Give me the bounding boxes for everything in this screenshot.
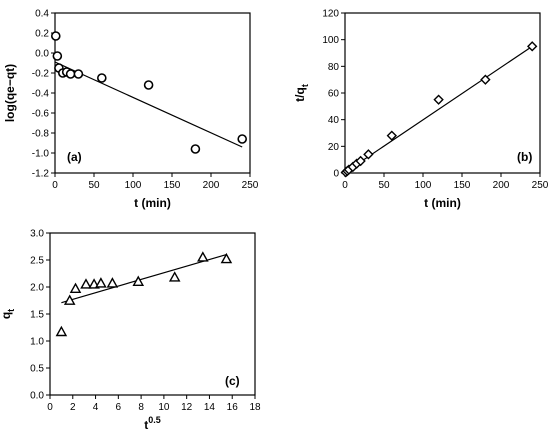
data-point <box>73 69 84 79</box>
y-tick-label: 0.4 <box>35 9 49 20</box>
data-point <box>433 94 444 105</box>
fit-line <box>61 254 227 304</box>
x-tick-label: 0 <box>342 180 348 191</box>
plot-frame <box>344 12 541 174</box>
y-tick-label: 1.5 <box>30 310 44 321</box>
x-tick-label: 10 <box>158 402 170 413</box>
fit-line <box>54 61 243 148</box>
fit-line <box>344 45 533 173</box>
x-tick-label: 12 <box>181 402 193 413</box>
x-axis-label: t (min) <box>134 196 171 210</box>
y-tick-label: 0.0 <box>30 391 44 402</box>
y-tick-label: 2.0 <box>30 283 44 294</box>
x-tick-label: 100 <box>415 180 432 191</box>
x-tick-label: 0 <box>52 180 58 191</box>
x-tick-label: 250 <box>532 180 549 191</box>
x-tick-label: 8 <box>138 402 144 413</box>
data-point <box>55 325 68 337</box>
x-tick-label: 2 <box>70 402 76 413</box>
data-point <box>237 134 247 144</box>
panel-label: (c) <box>225 374 240 388</box>
y-tick-label: 40 <box>328 115 340 126</box>
y-tick-label: -0.8 <box>32 129 50 140</box>
data-point <box>63 294 76 305</box>
x-tick-label: 50 <box>88 180 100 191</box>
panel-label: (b) <box>517 150 532 164</box>
plot-frame <box>54 12 251 174</box>
data-point <box>197 251 209 262</box>
data-point <box>363 149 374 160</box>
chart-panel-3: 0 2 4 6 8 10 12 14 16 18 0.0 0.5 1.0 1.5 2.0 2.5 3.0 (c) t… <box>0 229 261 433</box>
y-axis-label: qt <box>0 309 16 319</box>
x-tick-label: 150 <box>454 180 471 191</box>
y-axis-label-subscript: t <box>6 309 16 312</box>
y-axis-label: t/qt <box>293 84 310 102</box>
x-tick-label: 100 <box>125 180 142 191</box>
x-tick-label: 4 <box>93 402 99 413</box>
y-tick-label: 120 <box>322 9 339 20</box>
y-tick-label: -0.6 <box>32 109 50 120</box>
data-point <box>190 144 201 154</box>
data-point <box>386 130 397 141</box>
data-point <box>132 275 145 286</box>
data-point <box>220 252 233 264</box>
data-point <box>527 41 538 52</box>
data-point <box>355 155 366 167</box>
data-point <box>65 69 76 79</box>
y-tick-label: 0.0 <box>35 49 49 60</box>
data-point <box>106 277 119 288</box>
y-tick-label: -0.4 <box>32 89 50 100</box>
y-tick-label: -1.2 <box>32 169 50 180</box>
x-tick-label: 0 <box>47 402 53 413</box>
y-tick-label: 20 <box>328 142 340 153</box>
x-tick-label: 200 <box>493 180 510 191</box>
x-tick-label: 18 <box>249 402 261 413</box>
y-tick-label: 0 <box>333 169 339 180</box>
panel-label: (a) <box>67 150 82 164</box>
y-tick-label: 60 <box>328 89 340 100</box>
chart-panel-2: 0 50 100 150 200 250 0 20 40 60 80 100 120 (b) t (min)… <box>293 9 549 211</box>
y-tick-label: -0.2 <box>32 69 50 80</box>
data-point <box>95 277 107 288</box>
x-tick-label: 14 <box>204 402 216 413</box>
data-point <box>69 282 82 293</box>
x-tick-label: 250 <box>242 180 259 191</box>
y-tick-label: 3.0 <box>30 229 44 240</box>
y-tick-label: 1.0 <box>30 337 44 348</box>
x-tick-label: 6 <box>116 402 122 413</box>
x-tick-label: 200 <box>203 180 220 191</box>
data-point <box>480 74 491 85</box>
y-axis-label: log(qe−qt) <box>3 64 17 122</box>
x-tick-label: 150 <box>164 180 181 191</box>
x-axis-label-superscript: 0.5 <box>148 415 161 425</box>
y-axis-label-subscript: t <box>300 84 310 87</box>
y-tick-label: 100 <box>322 35 339 46</box>
data-point <box>97 73 107 83</box>
x-axis-label: t (min) <box>424 196 461 210</box>
y-tick-label: 0.5 <box>30 364 44 375</box>
data-point <box>52 51 63 61</box>
y-tick-label: 2.5 <box>30 256 44 267</box>
y-tick-label: 80 <box>328 62 340 73</box>
x-tick-label: 50 <box>378 180 390 191</box>
y-tick-label: 0.2 <box>35 29 49 40</box>
data-point <box>80 278 92 289</box>
data-point <box>168 271 181 282</box>
x-axis-label: t0.5 <box>144 415 161 432</box>
x-tick-label: 16 <box>227 402 239 413</box>
y-tick-label: -1.0 <box>32 149 50 160</box>
data-point <box>143 80 154 90</box>
chart-panel-1: 0 50 100 150 200 250 -1.2 -1.0 -0.8 -0.6 -0.4 -0.2 0… <box>3 9 259 211</box>
data-point <box>50 31 61 41</box>
